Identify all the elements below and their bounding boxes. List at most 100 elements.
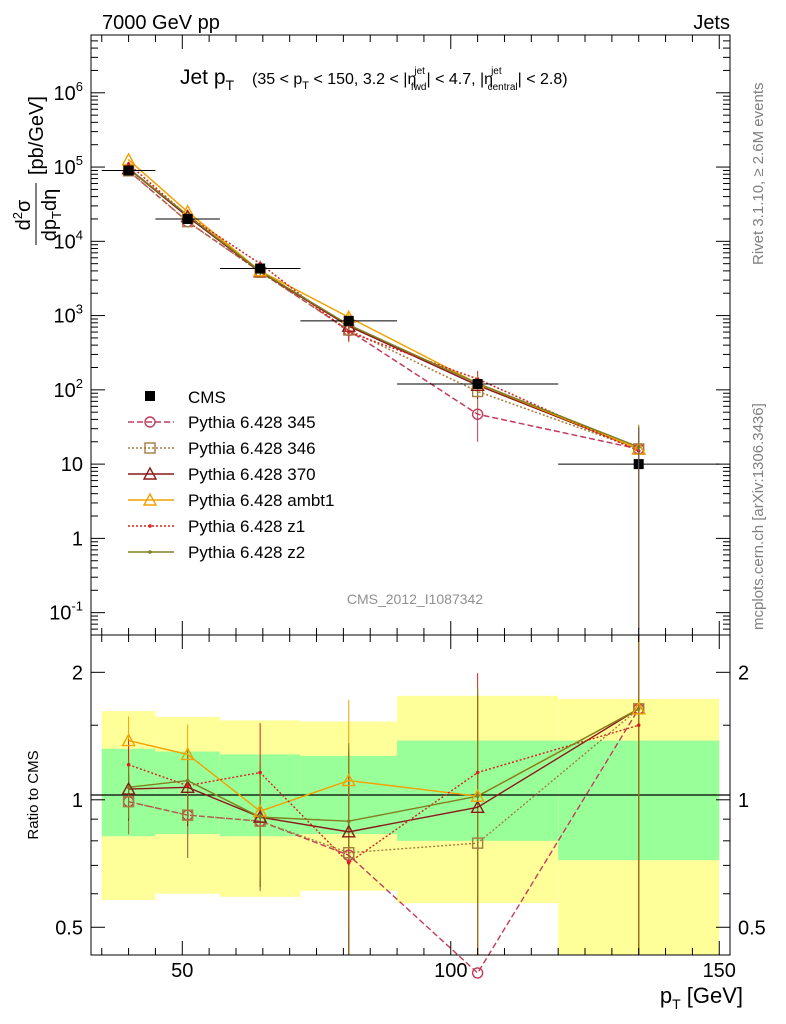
legend-label: Pythia 6.428 370	[188, 465, 316, 484]
svg-text:[pb/GeV]: [pb/GeV]	[26, 96, 48, 175]
legend-marker	[144, 442, 156, 454]
ratio-y-tick-label-right: 2	[738, 662, 749, 684]
ratio-point	[121, 781, 136, 795]
y-tick-label: 104	[54, 227, 83, 253]
mcplots-label: mcplots.cern.ch [arXiv:1306.3436]	[750, 403, 767, 630]
ratio-point	[636, 707, 641, 711]
cms-data-points	[101, 165, 720, 635]
plot-title-cuts: (35 < pT < 150, 3.2 < |ηjet fwd| < 4.7, |…	[252, 66, 568, 93]
series-line-5	[128, 167, 639, 448]
legend-label: Pythia 6.428 ambt1	[188, 491, 334, 510]
ratio-point	[475, 770, 480, 775]
ratio-panel: 0.5 0.5 1 1 2 2 50 100 150 Ratio to CMS pT [GeV…	[25, 634, 766, 1012]
series-point	[126, 162, 131, 166]
y-tick-label: 10-1	[49, 599, 83, 625]
legend-marker	[148, 524, 152, 528]
ratio-point	[475, 794, 480, 798]
cms-point	[472, 378, 483, 389]
ratio-y-tick-label: 1	[72, 790, 83, 812]
rivet-label: Rivet 3.1.10, ≥ 2.6M events	[750, 83, 767, 266]
analysis-label: CMS_2012_I1087342	[347, 591, 483, 607]
y-tick-label: 102	[54, 376, 83, 402]
ratio-point	[636, 723, 641, 728]
main-frame	[90, 34, 731, 636]
x-tick-label: 50	[171, 960, 193, 982]
ratio-point	[258, 815, 262, 819]
ratio-point	[181, 809, 194, 821]
x-tick-label: 100	[434, 960, 467, 982]
ratio-point	[343, 846, 355, 859]
ratio-y-axis-label: Ratio to CMS	[25, 750, 42, 839]
ratio-point	[126, 785, 131, 790]
legend-label: Pythia 6.428 z1	[188, 517, 305, 536]
ratio-y-tick-label: 2	[72, 662, 83, 684]
ratio-point	[470, 799, 485, 813]
y-tick-label: 105	[54, 153, 83, 179]
ratio-y-tick-label-right: 0.5	[738, 917, 766, 939]
ratio-point	[258, 770, 262, 775]
cms-point	[343, 315, 354, 326]
main-panel: 10-1 1 10 102 103 104 105 106 Jet pT (35 < pT <…	[10, 34, 731, 636]
legend-marker	[144, 416, 156, 428]
series-point	[346, 330, 351, 334]
ratio-point	[126, 762, 131, 767]
ratio-y-ticks: 0.5 0.5 1 1 2 2	[55, 662, 766, 939]
main-y-ticks: 10-1 1 10 102 103 104 105 106	[49, 34, 730, 636]
x-axis-label: pT [GeV]	[660, 983, 743, 1012]
energy-label: 7000 GeV pp	[102, 12, 220, 34]
main-x-ticks	[101, 35, 720, 635]
svg-text:d2σ: d2σ	[10, 199, 35, 230]
ratio-line-2	[128, 708, 640, 833]
ratio-line-0	[128, 708, 640, 975]
ratio-error-bars	[128, 635, 640, 955]
legend-label: Pythia 6.428 345	[188, 413, 316, 432]
ratio-point	[122, 795, 135, 808]
ratio-point	[631, 701, 646, 715]
ratio-point	[471, 967, 484, 979]
main-series-markers	[121, 152, 646, 455]
ratio-point	[346, 819, 351, 824]
legend: CMS Pythia 6.428 345 Pythia 6.428 346 Pythi…	[128, 388, 334, 562]
legend-label: Pythia 6.428 z2	[188, 543, 305, 562]
ratio-point	[121, 733, 136, 747]
ratio-series-markers	[121, 701, 646, 979]
x-tick-label: 150	[703, 960, 736, 982]
legend-label: Pythia 6.428 346	[188, 439, 316, 458]
y-tick-label: 103	[54, 302, 83, 328]
ratio-point	[185, 778, 190, 783]
ratio-point	[180, 779, 195, 794]
cms-point	[182, 213, 193, 224]
series-line-4	[128, 163, 640, 452]
ratio-line-1	[128, 708, 640, 854]
legend-marker	[148, 550, 152, 554]
plot-title: Jet pT	[180, 66, 235, 93]
ratio-point	[346, 860, 351, 865]
category-label: Jets	[693, 12, 730, 34]
ratio-line-5	[128, 708, 640, 822]
ratio-x-ticks: 50 100 150	[101, 635, 736, 982]
cms-point	[255, 263, 266, 274]
series-line-1	[128, 170, 639, 450]
ratio-series-lines	[128, 708, 640, 975]
ratio-point	[470, 788, 485, 802]
series-point	[471, 408, 484, 420]
y-tick-label: 10	[61, 454, 83, 476]
ratio-point	[185, 783, 190, 788]
svg-text:dpTdη: dpTdη	[39, 189, 64, 241]
legend-label-cms: CMS	[188, 388, 226, 407]
cms-point	[123, 165, 134, 176]
legend-marker	[142, 492, 158, 506]
legend-marker-cms	[145, 391, 155, 401]
ratio-y-tick-label-right: 1	[738, 790, 749, 812]
main-series-lines	[128, 159, 640, 452]
ratio-point	[341, 824, 356, 838]
legend-marker	[142, 466, 158, 480]
y-tick-label: 106	[54, 79, 83, 105]
ratio-point	[180, 746, 195, 761]
ratio-y-tick-label: 0.5	[55, 917, 83, 939]
series-line-0	[128, 170, 639, 450]
ratio-frame	[90, 634, 731, 956]
ratio-point	[471, 837, 484, 849]
y-tick-label: 1	[72, 528, 83, 550]
